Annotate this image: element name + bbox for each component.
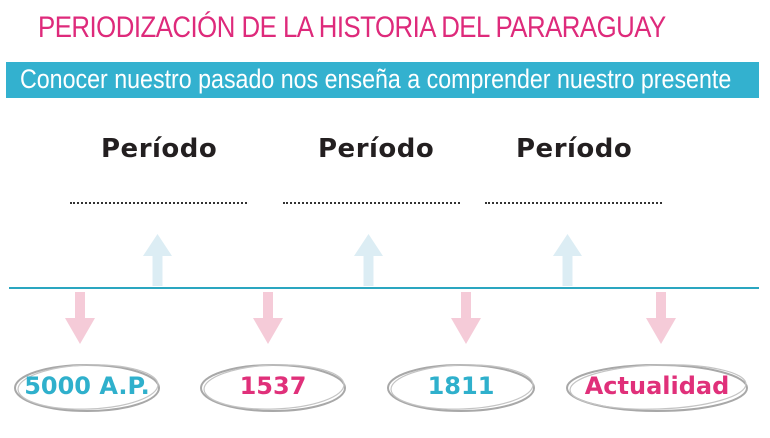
hand-drawn-oval-icon bbox=[14, 364, 160, 412]
period-label-1: Período bbox=[101, 134, 218, 164]
subtitle-text: Conocer nuestro pasado nos enseña a comp… bbox=[20, 64, 732, 94]
date-label: 1811 bbox=[427, 372, 495, 400]
date-label: Actualidad bbox=[584, 372, 730, 400]
date-oval-1537: 1537 bbox=[198, 361, 348, 415]
date-oval-1811: 1811 bbox=[385, 361, 537, 415]
up-arrow-icon bbox=[354, 234, 383, 286]
period-label-3: Período bbox=[516, 134, 633, 164]
hand-drawn-oval-icon bbox=[566, 364, 748, 412]
period-blank-line-3 bbox=[485, 202, 662, 204]
period-label-2: Período bbox=[318, 134, 435, 164]
down-arrow-icon bbox=[65, 292, 95, 344]
date-label: 1537 bbox=[239, 372, 307, 400]
date-oval-5000ap: 5000 A.P. bbox=[12, 361, 162, 415]
period-blank-line-1 bbox=[70, 202, 247, 204]
down-arrow-icon bbox=[451, 292, 481, 344]
timeline-line bbox=[9, 287, 759, 289]
date-label: 5000 A.P. bbox=[24, 372, 150, 400]
hand-drawn-oval-icon bbox=[387, 364, 535, 412]
date-oval-actualidad: Actualidad bbox=[564, 361, 750, 415]
page-title: PERIODIZACIÓN DE LA HISTORIA DEL PARARAG… bbox=[38, 11, 666, 44]
down-arrow-icon bbox=[253, 292, 283, 344]
period-blank-line-2 bbox=[283, 202, 460, 204]
up-arrow-icon bbox=[143, 234, 172, 286]
hand-drawn-oval-icon bbox=[200, 364, 346, 412]
down-arrow-icon bbox=[646, 292, 676, 344]
subtitle-banner: Conocer nuestro pasado nos enseña a comp… bbox=[6, 62, 759, 98]
up-arrow-icon bbox=[553, 234, 582, 286]
